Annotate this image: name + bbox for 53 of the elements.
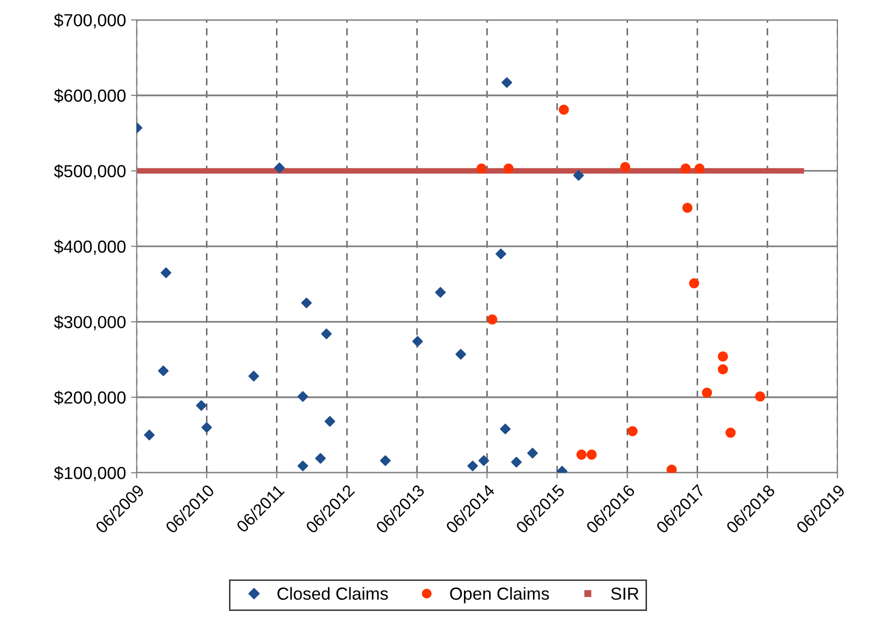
point <box>160 267 172 278</box>
point <box>680 163 691 174</box>
point <box>467 460 478 472</box>
y-tick-label: $500,000 <box>54 164 126 180</box>
point <box>689 278 700 288</box>
point <box>196 400 207 411</box>
point <box>487 314 498 325</box>
point <box>248 370 260 382</box>
point <box>755 391 766 402</box>
point <box>455 348 466 360</box>
point <box>478 455 490 466</box>
point <box>321 328 332 340</box>
point <box>380 455 391 466</box>
y-tick-label: $100,000 <box>54 466 126 482</box>
legend-label: Open Claims <box>450 587 549 604</box>
point <box>620 162 630 172</box>
point <box>298 460 308 472</box>
point <box>666 464 677 473</box>
point <box>476 163 487 174</box>
point <box>576 450 587 460</box>
y-tick-label: $600,000 <box>54 88 126 104</box>
point <box>573 170 584 181</box>
point <box>718 364 728 374</box>
point <box>500 424 511 434</box>
point <box>511 456 522 468</box>
y-tick-label: $200,000 <box>54 390 126 406</box>
legend-label: SIR <box>611 588 639 600</box>
point <box>298 391 308 402</box>
point <box>725 428 736 438</box>
point <box>201 422 212 433</box>
point <box>435 287 446 298</box>
point <box>274 162 285 174</box>
point <box>586 450 597 460</box>
point <box>412 336 423 347</box>
point <box>503 163 514 174</box>
y-tick-label: $700,000 <box>54 13 126 28</box>
y-tick-label: $400,000 <box>54 240 126 255</box>
point <box>694 163 705 174</box>
point <box>158 366 169 376</box>
point <box>301 298 312 308</box>
point <box>682 202 692 213</box>
point <box>702 388 712 398</box>
y-tick-label: $300,000 <box>54 315 126 330</box>
point <box>496 248 506 260</box>
point <box>718 351 728 362</box>
point <box>627 426 638 436</box>
point <box>324 416 336 427</box>
point <box>527 448 538 458</box>
point <box>502 77 512 88</box>
point <box>558 104 569 115</box>
point <box>144 430 155 440</box>
point <box>315 453 326 464</box>
legend-label: Closed Claims <box>277 587 388 600</box>
